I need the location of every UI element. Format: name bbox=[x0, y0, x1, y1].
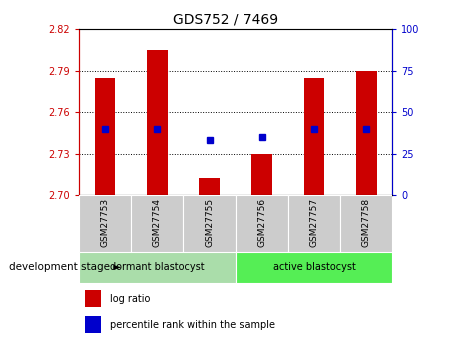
Text: GSM27756: GSM27756 bbox=[257, 198, 266, 247]
Bar bbox=[131, 195, 184, 252]
Bar bbox=[95, 78, 115, 195]
Bar bbox=[147, 50, 168, 195]
Text: development stage ►: development stage ► bbox=[9, 263, 121, 272]
Bar bbox=[340, 195, 392, 252]
Bar bbox=[304, 78, 324, 195]
Bar bbox=[251, 154, 272, 195]
Text: percentile rank within the sample: percentile rank within the sample bbox=[110, 319, 275, 329]
Bar bbox=[288, 195, 340, 252]
Bar bbox=[236, 252, 392, 283]
Bar bbox=[236, 195, 288, 252]
Bar bbox=[79, 195, 131, 252]
Text: GSM27754: GSM27754 bbox=[153, 198, 162, 247]
Text: dormant blastocyst: dormant blastocyst bbox=[110, 263, 205, 272]
Text: GSM27758: GSM27758 bbox=[362, 198, 371, 247]
Text: GDS752 / 7469: GDS752 / 7469 bbox=[173, 12, 278, 26]
Bar bbox=[79, 252, 236, 283]
Text: log ratio: log ratio bbox=[110, 294, 151, 304]
Bar bbox=[199, 178, 220, 195]
Bar bbox=[85, 316, 101, 333]
Text: GSM27757: GSM27757 bbox=[309, 198, 318, 247]
Text: GSM27755: GSM27755 bbox=[205, 198, 214, 247]
Bar bbox=[356, 71, 377, 195]
Bar bbox=[184, 195, 236, 252]
Text: active blastocyst: active blastocyst bbox=[272, 263, 355, 272]
Text: GSM27753: GSM27753 bbox=[101, 198, 110, 247]
Bar bbox=[85, 290, 101, 307]
